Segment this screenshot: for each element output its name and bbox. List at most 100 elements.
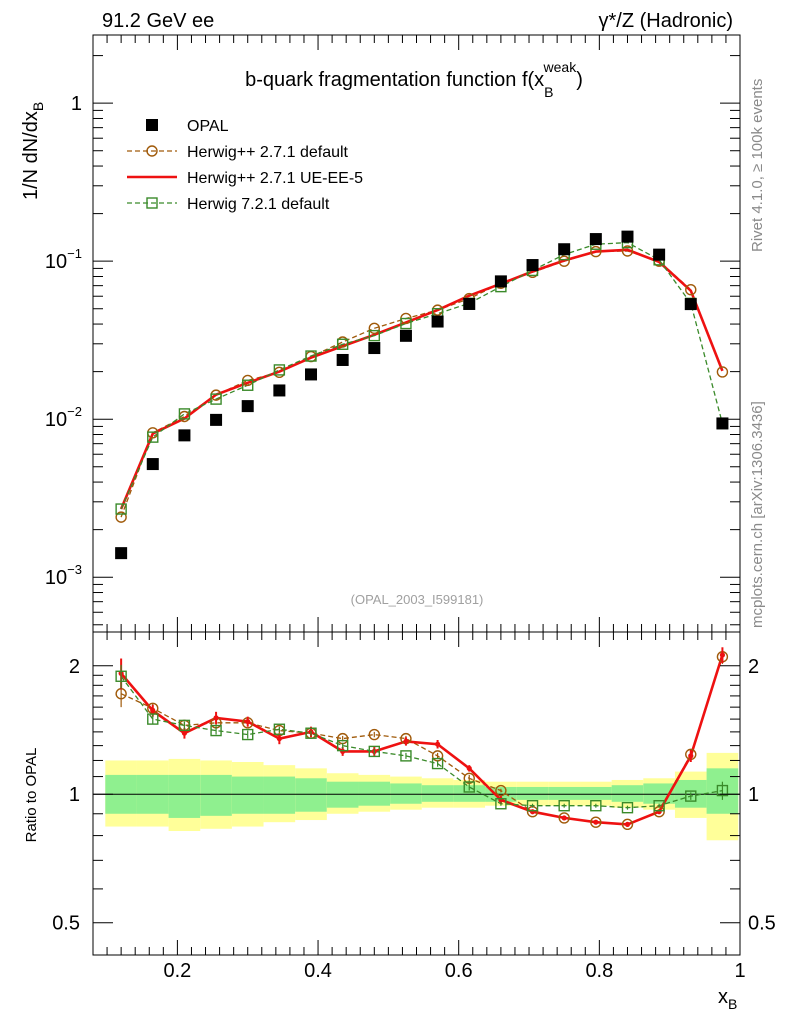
data-point-s1-8 — [368, 322, 381, 335]
legend-label: Herwig++ 2.7.1 default — [187, 144, 349, 161]
data-point-s0-19 — [716, 417, 729, 430]
ratio-point-s1-9 — [403, 738, 409, 744]
data-point-s0-11 — [463, 297, 476, 310]
data-point-s3-5 — [273, 364, 286, 376]
data-point-s0-18 — [684, 298, 697, 311]
ratio-y-tick-label-left-2: 2 — [69, 656, 80, 678]
stat-band-11 — [453, 785, 486, 802]
ratio-point-s1-13 — [529, 809, 536, 815]
stat-band-13 — [516, 786, 549, 800]
watermark: (OPAL_2003_I599181) — [351, 592, 484, 607]
stat-band-8 — [358, 781, 391, 806]
ratio-point-s1-15 — [593, 819, 599, 825]
y-axis-label: 1/N dN/dxB — [20, 102, 46, 200]
x-tick-label-3: 0.8 — [585, 960, 613, 982]
data-point-s1-16 — [621, 245, 634, 257]
y-tick-label-1: 10−1 — [45, 246, 82, 273]
data-point-s0-4 — [241, 400, 254, 413]
ratio-point-s2-4 — [242, 728, 254, 741]
data-point-s0-10 — [431, 315, 444, 328]
data-point-s1-18 — [685, 283, 697, 296]
x-tick-label-1: 0.4 — [304, 960, 332, 982]
main-panel-y-tick-labels: 1 10−1 10−2 10−3 — [45, 93, 82, 589]
main-panel-ticks — [93, 35, 741, 632]
data-point-s3-2 — [178, 408, 191, 420]
data-point-s3-3 — [210, 393, 222, 405]
legend-marker — [146, 119, 158, 131]
data-point-s0-13 — [526, 259, 539, 272]
legend-marker — [146, 197, 158, 209]
legend-item-2: Herwig++ 2.7.1 UE-EE-5 — [127, 170, 363, 187]
ratio-panel-ticks — [93, 632, 741, 955]
ratio-point-s2-18 — [685, 790, 697, 802]
ratio-point-s1-16 — [624, 821, 631, 827]
stat-band-10 — [421, 785, 454, 802]
ratio-point-s2-7 — [336, 739, 349, 752]
stat-band-5 — [263, 776, 296, 814]
data-point-s0-5 — [273, 384, 286, 397]
ratio-point-s1-7 — [340, 748, 346, 755]
ratio-point-s2-14 — [558, 800, 570, 812]
stat-band-16 — [611, 785, 644, 802]
stat-band-2 — [168, 774, 201, 818]
ratio-point-s2-2 — [178, 719, 191, 732]
y-tick-label-0: 1 — [71, 93, 82, 115]
ratio-point-s2-16 — [621, 801, 634, 814]
chart-title: b-quark fragmentation function f(xBweak) — [245, 59, 583, 100]
data-point-s0-0 — [115, 547, 128, 560]
data-point-s3-8 — [368, 329, 381, 342]
legend-label: OPAL — [187, 118, 229, 135]
ratio-point-s2-11 — [463, 781, 475, 793]
data-point-s0-1 — [146, 458, 159, 471]
ratio-point-s2-8 — [368, 745, 381, 758]
ratio-point-s0-16 — [621, 818, 634, 831]
legend-item-3: Herwig 7.2.1 default — [127, 196, 330, 213]
data-point-s3-6 — [305, 350, 317, 362]
stat-band-4 — [231, 776, 264, 814]
ratio-point-s2-3 — [210, 724, 222, 737]
data-point-s3-9 — [400, 317, 412, 330]
data-point-s3-0 — [115, 503, 127, 515]
stat-band-6 — [295, 778, 327, 812]
data-point-s3-7 — [336, 338, 349, 350]
rivet-version-label: Rivet 4.1.0, ≥ 100k events — [749, 79, 766, 252]
ratio-point-s1-10 — [434, 741, 441, 747]
ratio-point-s2-15 — [590, 800, 602, 812]
ratio-point-s2-12 — [495, 798, 507, 810]
main-panel: 1 10−1 10−2 10−3 b-quark fragmentation func… — [20, 34, 741, 633]
ratio-y-tick-label-left-1: 1 — [69, 784, 80, 806]
ratio-point-s2-6 — [305, 727, 317, 739]
data-point-s3-4 — [242, 379, 254, 391]
ratio-point-s0-14 — [558, 812, 570, 824]
ratio-point-s1-18 — [688, 753, 694, 759]
process-label: γ*/Z (Hadronic) — [599, 10, 733, 32]
y-tick-label-2: 10−2 — [45, 404, 82, 431]
ratio-point-s1-2 — [181, 730, 188, 736]
data-point-s0-6 — [305, 368, 318, 381]
data-point-s0-15 — [589, 233, 602, 246]
ratio-point-s2-13 — [526, 800, 539, 812]
legend: OPAL Herwig++ 2.7.1 default Herwig++ 2.7.1… — [127, 118, 363, 213]
ratio-point-s2-17 — [653, 800, 665, 812]
ratio-panel-tick-labels: 0.5 0.5 1 1 2 2 0.2 0.4 0.6 0.8 1 — [52, 656, 776, 982]
ratio-point-s1-14 — [561, 815, 567, 821]
x-tick-label-0: 0.2 — [163, 960, 191, 982]
ratio-point-s1-1 — [150, 708, 156, 714]
ratio-panel-markers — [115, 647, 729, 831]
ratio-point-s1-5 — [276, 736, 282, 742]
legend-label: Herwig 7.2.1 default — [187, 196, 330, 213]
stat-band-9 — [390, 783, 422, 804]
ratio-point-s1-17 — [656, 809, 662, 815]
legend-item-1: Herwig++ 2.7.1 default — [127, 144, 349, 161]
x-tick-label-4: 1 — [734, 960, 745, 982]
data-point-s0-14 — [558, 243, 571, 256]
legend-label: Herwig++ 2.7.1 UE-EE-5 — [187, 170, 363, 187]
stat-band-14 — [548, 786, 581, 800]
data-point-s3-1 — [147, 431, 159, 443]
ratio-point-s2-19 — [716, 784, 729, 797]
ratio-point-s1-4 — [245, 718, 251, 725]
ratio-y-axis-label: Ratio to OPAL — [23, 748, 40, 843]
ratio-point-s1-11 — [466, 765, 472, 771]
